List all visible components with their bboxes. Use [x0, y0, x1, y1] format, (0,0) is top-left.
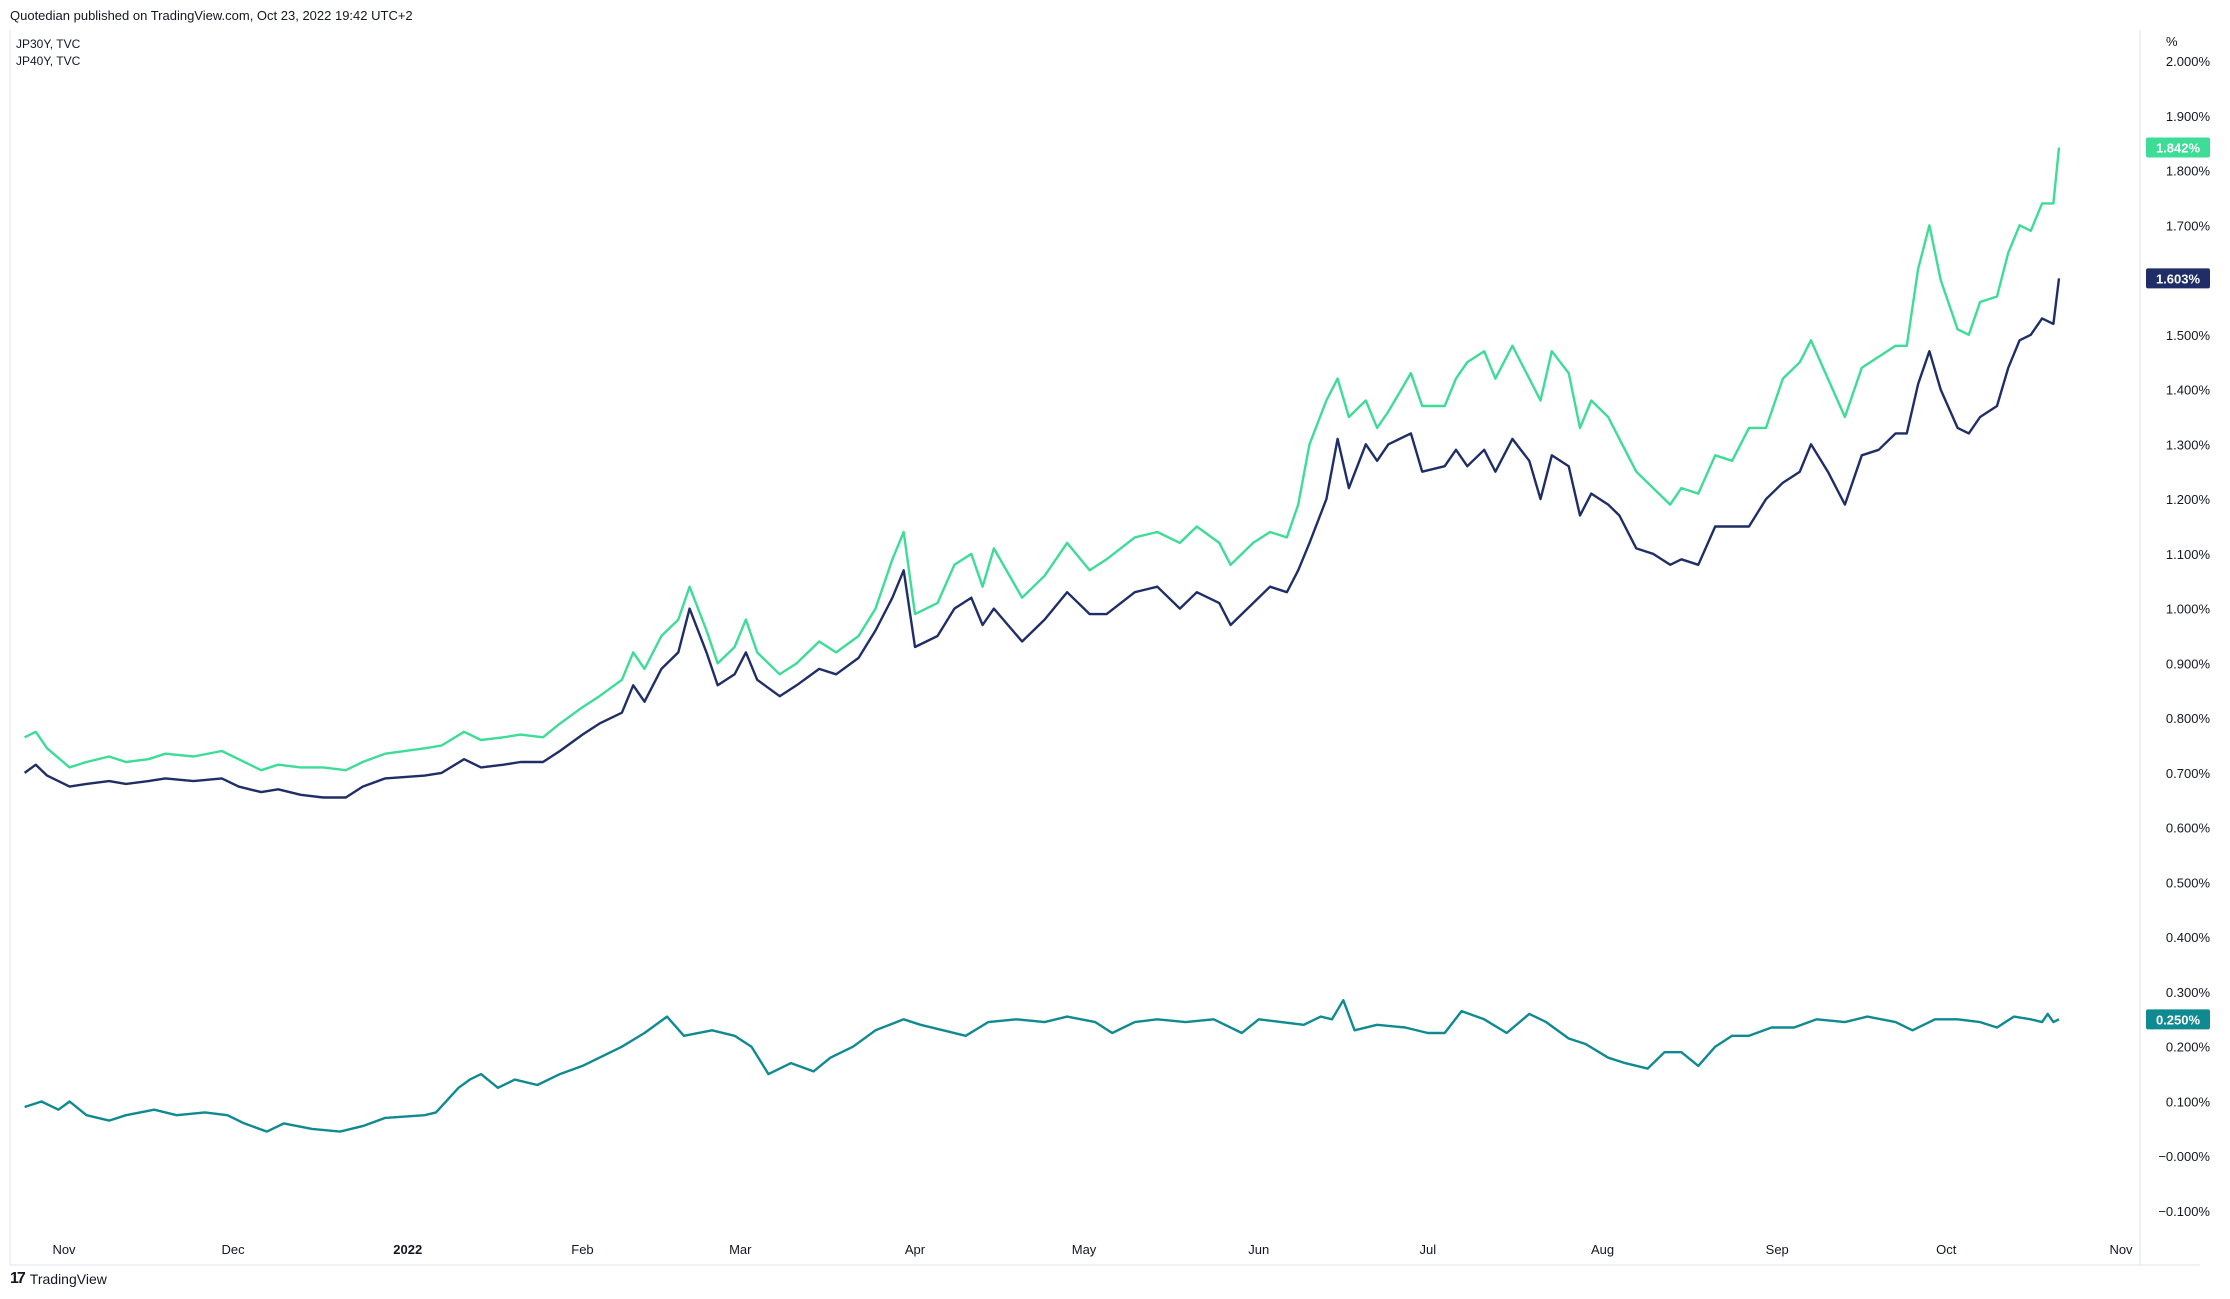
y-tick-label: 2.000%	[2166, 54, 2211, 69]
price-axis[interactable]: %2.000%1.900%1.800%1.700%1.600%1.500%1.4…	[2158, 34, 2210, 1219]
y-tick-label: 1.700%	[2166, 218, 2211, 233]
x-tick-label: Mar	[729, 1242, 752, 1257]
series-layer	[23, 147, 2061, 1133]
y-tick-label: −0.100%	[2158, 1204, 2210, 1219]
tradingview-logo-text: TradingView	[29, 1271, 107, 1287]
y-tick-label: 0.400%	[2166, 930, 2211, 945]
y-tick-label: 0.200%	[2166, 1040, 2211, 1055]
chart-frame	[9, 30, 2200, 1266]
x-tick-label: 2022	[393, 1242, 422, 1257]
tradingview-logo-icon: 17	[10, 1270, 26, 1287]
legend-item-jp40y[interactable]: JP40Y, TVC	[16, 54, 81, 68]
series-line-2	[24, 999, 2060, 1133]
chart-legend: JP30Y, TVC JP40Y, TVC	[16, 36, 80, 70]
y-tick-label: 1.800%	[2166, 164, 2211, 179]
series-line-1	[23, 278, 2061, 799]
x-tick-label: Feb	[571, 1242, 593, 1257]
y-tick-label: 0.500%	[2166, 875, 2211, 890]
time-axis[interactable]: Nov Dec 2022 Feb Mar Apr May Jun Jul Aug Sep Oct Nov	[52, 1242, 2133, 1257]
x-tick-label: Jul	[1420, 1242, 1437, 1257]
y-tick-label: 1.200%	[2166, 492, 2211, 507]
x-tick-label: Nov	[52, 1242, 76, 1257]
y-tick-label: 0.300%	[2166, 985, 2211, 1000]
y-tick-label: 0.100%	[2166, 1094, 2211, 1109]
legend-item-jp30y[interactable]: JP30Y, TVC	[16, 37, 81, 51]
last-value-tag-1: 1.603%	[2146, 268, 2210, 289]
tradingview-footer[interactable]: 17 TradingView	[10, 1270, 107, 1288]
y-tick-label: 1.400%	[2166, 383, 2211, 398]
y-tick-label: −0.000%	[2158, 1149, 2210, 1164]
y-tick-label: 1.900%	[2166, 109, 2211, 124]
last-value-tag-2: 0.250%	[2146, 1009, 2210, 1030]
y-tick-label: 0.900%	[2166, 656, 2211, 671]
publish-header: Quotedian published on TradingView.com, …	[10, 8, 413, 23]
y-tick-label: 1.300%	[2166, 437, 2211, 452]
x-tick-label: Jun	[1248, 1242, 1269, 1257]
x-tick-label: Apr	[905, 1242, 926, 1257]
last-value-label: 0.250%	[2156, 1012, 2201, 1027]
x-tick-label: Aug	[1591, 1242, 1614, 1257]
last-value-label: 1.842%	[2156, 141, 2201, 156]
last-value-label: 1.603%	[2156, 271, 2201, 286]
x-tick-label: Nov	[2109, 1242, 2133, 1257]
x-tick-label: Dec	[222, 1242, 246, 1257]
last-price-tags: 1.842% 1.603% 0.250%	[2146, 137, 2210, 1030]
y-tick-label: 0.800%	[2166, 711, 2211, 726]
y-tick-label: 1.500%	[2166, 328, 2211, 343]
series-line-0	[24, 147, 2061, 772]
last-value-tag-0: 1.842%	[2146, 137, 2210, 158]
y-axis-unit: %	[2166, 34, 2178, 49]
y-tick-label: 0.700%	[2166, 766, 2211, 781]
x-tick-label: Oct	[1936, 1242, 1957, 1257]
x-tick-label: Sep	[1766, 1242, 1789, 1257]
y-tick-label: 0.600%	[2166, 821, 2211, 836]
x-tick-label: May	[1072, 1242, 1097, 1257]
y-tick-label: 1.000%	[2166, 602, 2211, 617]
y-tick-label: 1.100%	[2166, 547, 2211, 562]
